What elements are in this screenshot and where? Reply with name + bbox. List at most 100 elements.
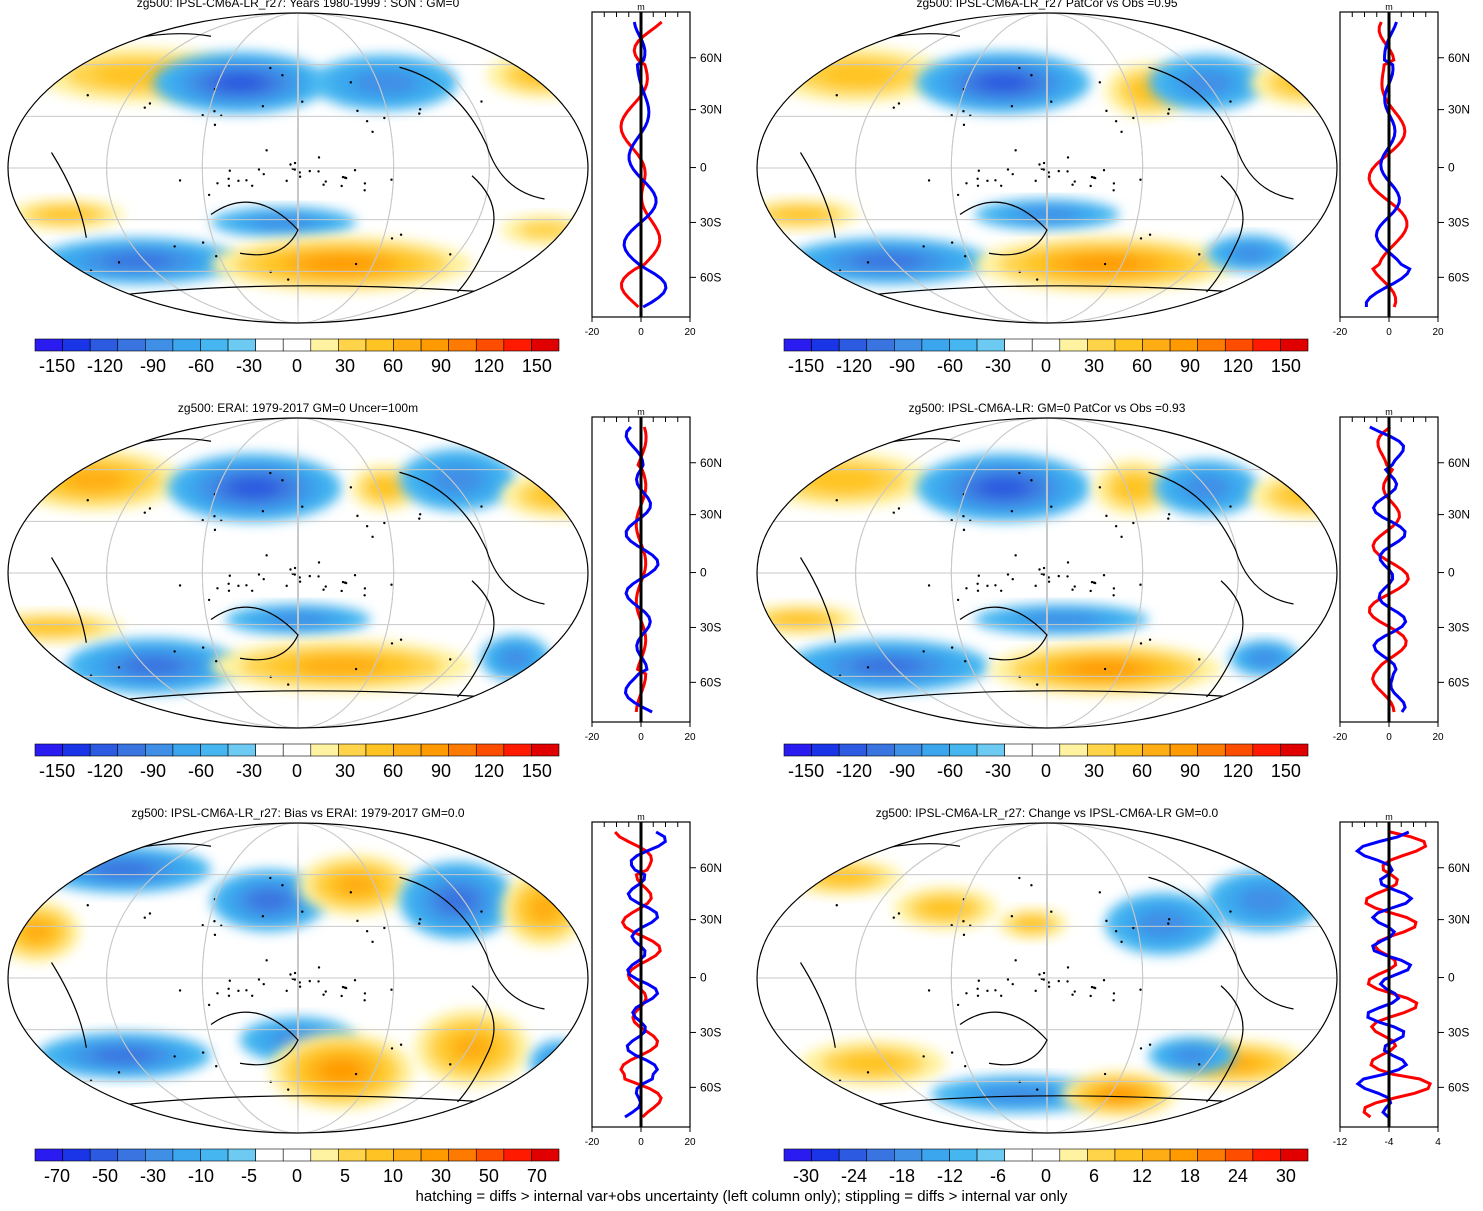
colorbar-label: 10 bbox=[383, 1166, 403, 1186]
colorbar-label: -120 bbox=[87, 356, 123, 376]
stipple-dot bbox=[298, 175, 302, 178]
profile-lat-label: 60N bbox=[700, 861, 722, 875]
colorbar-swatch bbox=[1224, 1148, 1254, 1162]
anomaly-blob bbox=[997, 908, 1068, 940]
stipple-dot bbox=[178, 989, 182, 992]
stipple-dot bbox=[1090, 580, 1094, 584]
stipple-dot bbox=[808, 467, 812, 470]
stipple-dot bbox=[245, 179, 248, 182]
contour-level bbox=[841, 1053, 905, 1074]
stipple-dot bbox=[1120, 535, 1123, 539]
stipple-dot bbox=[1073, 990, 1076, 993]
stipple-dot bbox=[201, 646, 205, 649]
stipple-dot bbox=[390, 583, 393, 586]
anomaly-blob bbox=[786, 858, 902, 896]
stipple-dot bbox=[1167, 112, 1170, 115]
stipple-dot bbox=[353, 979, 357, 982]
panel-5: zg500: IPSL-CM6A-LR_r27: Bias vs ERAI: 1… bbox=[7, 806, 722, 1186]
anomaly-blob bbox=[916, 51, 1091, 114]
colorbar-label: 5 bbox=[340, 1166, 350, 1186]
colorbar-swatch bbox=[1169, 743, 1198, 757]
contour-level bbox=[1266, 66, 1337, 100]
stipple-dot bbox=[245, 989, 248, 992]
stipple-dot bbox=[213, 933, 217, 937]
colorbar-swatch bbox=[34, 338, 63, 352]
stipple-dot bbox=[1066, 966, 1070, 969]
colorbar-label: 0 bbox=[1041, 1166, 1051, 1186]
stipple-dot bbox=[349, 486, 353, 489]
profile-unit: m bbox=[637, 812, 645, 822]
stipple-dot bbox=[148, 507, 152, 510]
stipple-dot bbox=[950, 241, 954, 244]
stipple-dot bbox=[298, 981, 301, 984]
stipple-dot bbox=[343, 986, 347, 989]
anomaly-blob bbox=[269, 1032, 414, 1110]
stipple-dot bbox=[994, 989, 997, 992]
contour-level bbox=[1173, 1047, 1211, 1064]
stipple-dot bbox=[962, 920, 965, 923]
contour-level bbox=[305, 256, 378, 272]
stipple-dot bbox=[207, 598, 211, 602]
graticule-lon bbox=[855, 13, 1239, 323]
stipple-dot bbox=[418, 918, 422, 921]
colorbar: -30 -24 -18 -12 -6 0 6 12 18 24 30 bbox=[783, 1148, 1309, 1186]
panel-title: zg500: IPSL-CM6A-LR: GM=0 PatCor vs Obs … bbox=[909, 401, 1186, 415]
stipple-dot bbox=[927, 584, 931, 587]
colorbar-swatch bbox=[393, 1148, 422, 1162]
colorbar-swatch bbox=[503, 743, 532, 757]
colorbar-swatch bbox=[976, 1148, 1005, 1162]
colorbar-swatch bbox=[200, 1148, 229, 1162]
anomaly-blob bbox=[350, 464, 420, 511]
stipple-dot bbox=[383, 116, 386, 120]
profile-lat-label: 30N bbox=[1448, 508, 1470, 522]
stipple-dot bbox=[1132, 116, 1135, 120]
anomaly-blob bbox=[501, 472, 588, 519]
stipple-dot bbox=[262, 577, 265, 581]
stipple-dot bbox=[301, 505, 304, 508]
stipple-dot bbox=[986, 584, 989, 588]
stipple-dot bbox=[285, 179, 288, 183]
stipple-dot bbox=[1167, 513, 1171, 516]
colorbar-swatch bbox=[1280, 338, 1309, 352]
stipple-dot bbox=[1035, 278, 1039, 281]
contour-level bbox=[41, 207, 91, 222]
stipple-dot bbox=[964, 254, 967, 258]
contour-level bbox=[979, 74, 1028, 92]
profile-x-label: -20 bbox=[585, 1137, 600, 1148]
stipple-dot bbox=[215, 659, 218, 663]
stipple-dot bbox=[285, 989, 288, 993]
colorbar-label: 12 bbox=[1132, 1166, 1152, 1186]
stipple-dot bbox=[216, 182, 219, 185]
stipple-dot bbox=[999, 184, 1003, 188]
stipple-dot bbox=[207, 1003, 211, 1007]
colorbar-swatch bbox=[282, 338, 312, 352]
colorbar-swatch bbox=[393, 338, 422, 352]
stipple-dot bbox=[117, 1071, 121, 1074]
stipple-dot bbox=[811, 689, 814, 692]
stipple-dot bbox=[1167, 108, 1171, 111]
stipple-dot bbox=[1010, 510, 1014, 513]
stipple-dot bbox=[324, 585, 327, 588]
profile-lat-label: 0 bbox=[700, 971, 707, 985]
colorbar-swatch bbox=[365, 743, 394, 757]
stipple-dot bbox=[927, 989, 931, 992]
stipple-dot bbox=[213, 515, 216, 518]
anomaly-blob bbox=[399, 861, 516, 940]
stipple-dot bbox=[215, 1064, 218, 1068]
profile-x-label: 20 bbox=[1432, 327, 1444, 338]
colorbar-label: -24 bbox=[841, 1166, 867, 1186]
colorbar-swatch bbox=[200, 743, 229, 757]
colorbar-swatch bbox=[1142, 1148, 1171, 1162]
graticule-lon bbox=[1046, 823, 1048, 1133]
colorbar-label: -50 bbox=[92, 1166, 118, 1186]
contour-level bbox=[1249, 650, 1280, 667]
stipple-dot bbox=[354, 1072, 358, 1076]
colorbar-swatch bbox=[282, 1148, 312, 1162]
profile-lat-label: 60S bbox=[700, 675, 721, 689]
anomaly-blob bbox=[931, 1075, 1105, 1113]
stipple-dot bbox=[245, 584, 248, 587]
stipple-dot bbox=[1270, 276, 1273, 280]
stipple-dot bbox=[1006, 168, 1010, 171]
colorbar-swatch bbox=[1004, 743, 1033, 757]
colorbar-swatch bbox=[310, 1148, 339, 1162]
